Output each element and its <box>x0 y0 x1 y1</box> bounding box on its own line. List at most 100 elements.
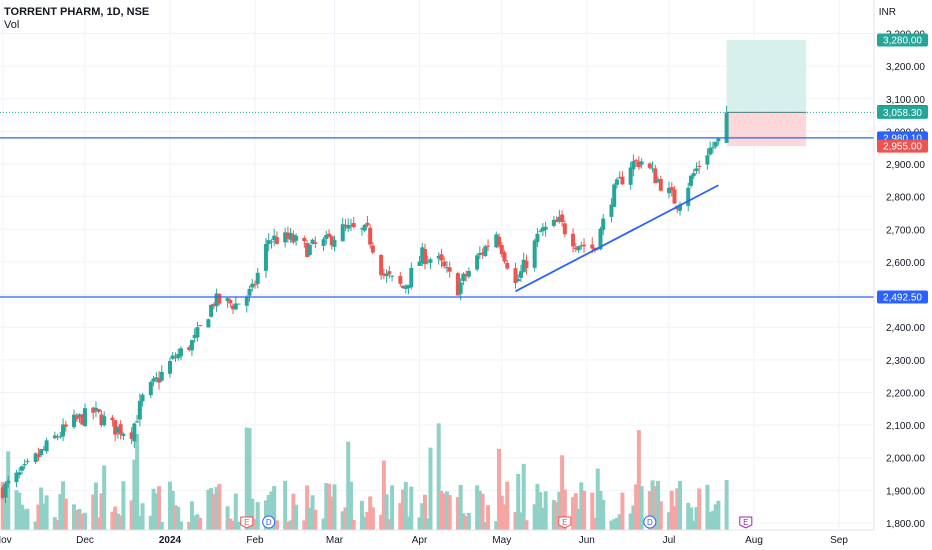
candle <box>461 273 466 281</box>
volume-bar <box>466 512 471 530</box>
candle <box>601 218 606 230</box>
candle <box>513 268 518 284</box>
candle <box>58 436 63 438</box>
candle <box>52 435 57 439</box>
volume-bar <box>121 481 126 530</box>
candle <box>39 449 44 456</box>
volume-bar <box>154 493 159 530</box>
volume-bar <box>233 493 238 530</box>
y-tick-label: 3,100.00 <box>886 95 925 106</box>
candle <box>269 241 274 243</box>
volume-bar <box>132 459 137 530</box>
volume-bar <box>14 490 19 530</box>
candle <box>650 168 655 170</box>
candle <box>302 237 307 242</box>
candle <box>444 267 449 269</box>
volume-bar <box>255 502 260 530</box>
volume-bar <box>310 495 315 530</box>
candle <box>691 173 696 177</box>
volume-bar <box>359 500 364 530</box>
candle <box>168 361 172 374</box>
candle <box>576 246 581 251</box>
volume-bar <box>176 506 181 530</box>
candle <box>329 236 334 246</box>
candle <box>724 112 729 143</box>
candle <box>486 245 491 247</box>
price-label-text: 2,955.00 <box>883 142 922 153</box>
volume-bar <box>63 498 68 530</box>
volume-bar <box>617 514 622 530</box>
candle <box>91 407 96 413</box>
volume-bar <box>274 520 279 530</box>
candle <box>543 226 548 230</box>
candle <box>436 255 441 259</box>
candle <box>96 408 101 412</box>
volume-bar <box>217 483 222 530</box>
volume-bar <box>455 497 460 530</box>
candle <box>178 348 183 357</box>
volume-bar <box>148 515 153 530</box>
candle <box>99 414 104 426</box>
volume-bar <box>294 504 299 530</box>
candle <box>653 168 658 184</box>
volume-bar <box>444 491 449 530</box>
price-axis <box>874 0 932 550</box>
volume-bar <box>540 507 545 530</box>
y-tick-label: 2,300.00 <box>886 356 925 367</box>
candle <box>409 268 414 288</box>
dividend-marker <box>262 515 276 529</box>
candle <box>658 178 663 191</box>
volume-bar <box>211 493 216 530</box>
candle <box>310 239 315 244</box>
x-tick-label: Jun <box>579 535 595 546</box>
volume-bar <box>573 493 578 530</box>
candle <box>571 233 576 247</box>
volume-bar <box>439 491 444 530</box>
event-marker-label: E <box>244 518 249 527</box>
candle <box>206 319 211 328</box>
volume-bar <box>675 488 680 530</box>
y-tick-label: 2,200.00 <box>886 388 925 399</box>
volume-bar <box>379 514 384 530</box>
candle <box>41 449 46 451</box>
price-label-text: 2,980.10 <box>883 133 922 144</box>
volume-bar <box>390 485 395 530</box>
candle <box>612 184 617 207</box>
volume-bar <box>551 500 556 530</box>
volume-bar <box>538 492 543 530</box>
candle <box>428 259 433 263</box>
volume-bar <box>593 517 597 530</box>
x-tick-label: Sep <box>830 535 848 546</box>
volume-bar <box>521 463 526 530</box>
candle <box>582 244 587 247</box>
candle <box>253 284 257 286</box>
candle <box>110 417 115 421</box>
volume-bar <box>0 481 5 530</box>
candle <box>80 414 85 425</box>
volume-bar <box>52 517 57 530</box>
volume-bar <box>195 514 200 530</box>
candle <box>74 415 79 420</box>
volume-bar <box>253 519 257 530</box>
volume-bar <box>58 494 63 530</box>
candle <box>195 327 200 338</box>
candle <box>129 432 134 439</box>
volume-bar <box>634 484 639 530</box>
volume-bar <box>266 495 271 530</box>
candle <box>365 222 370 226</box>
volume-bar <box>36 504 41 530</box>
y-tick-label: 2,800.00 <box>886 193 925 204</box>
candle <box>148 382 153 396</box>
candle <box>631 161 636 170</box>
volume-bar <box>140 503 145 530</box>
volume-bar <box>669 490 674 530</box>
candle <box>266 240 271 245</box>
candle <box>475 255 480 270</box>
candle <box>55 436 60 438</box>
candle <box>176 353 181 359</box>
candle <box>562 223 567 235</box>
candle <box>381 273 386 276</box>
volume-bar <box>713 504 718 530</box>
volume-bar <box>365 511 370 530</box>
